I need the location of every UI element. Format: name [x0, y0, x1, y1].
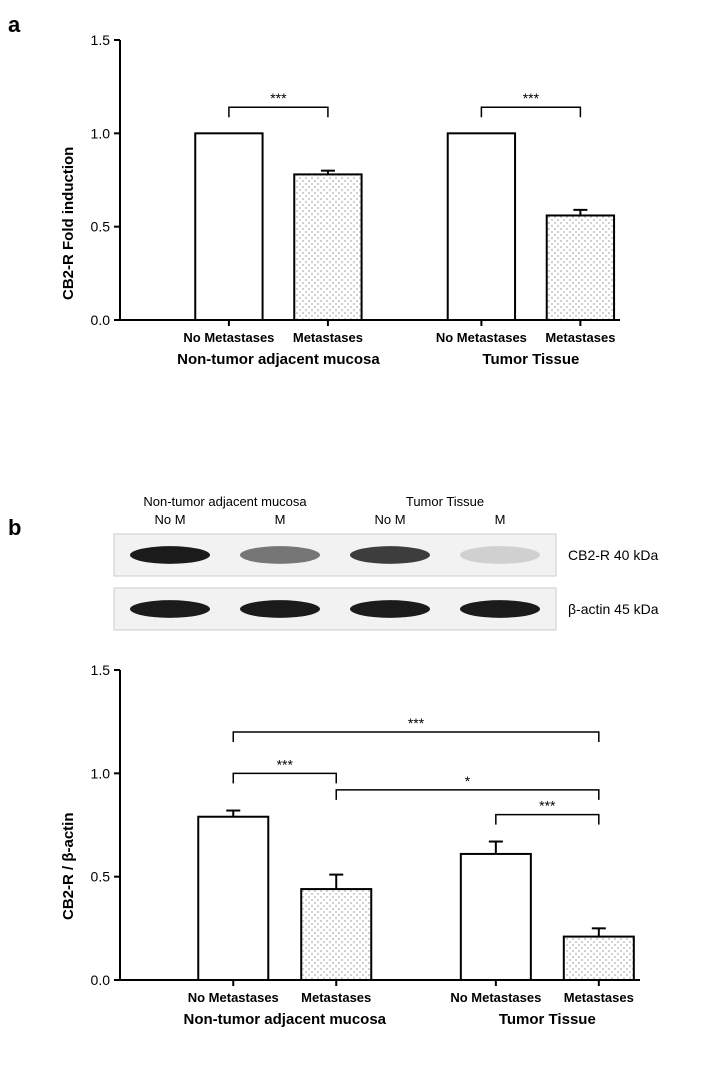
svg-text:1.5: 1.5 — [91, 662, 111, 678]
svg-text:No M: No M — [374, 512, 405, 527]
svg-text:No Metastases: No Metastases — [450, 990, 541, 1005]
panel-b-label: b — [8, 515, 21, 541]
svg-text:1.0: 1.0 — [91, 765, 111, 781]
svg-text:Non-tumor adjacent mucosa: Non-tumor adjacent mucosa — [183, 1011, 386, 1028]
svg-text:CB2-R 40 kDa: CB2-R 40 kDa — [568, 547, 658, 563]
svg-text:Metastases: Metastases — [545, 330, 615, 345]
svg-text:1.5: 1.5 — [91, 32, 111, 48]
svg-text:***: *** — [277, 756, 294, 772]
panel-a-label: a — [8, 12, 20, 38]
svg-text:0.0: 0.0 — [91, 312, 111, 328]
svg-text:Metastases: Metastases — [293, 330, 363, 345]
svg-text:β-actin 45 kDa: β-actin 45 kDa — [568, 601, 659, 617]
panel-a-chart: 0.0 0.5 1.0 1.5 No Metastases Metastases No Me… — [70, 20, 690, 400]
svg-text:0.0: 0.0 — [91, 972, 111, 988]
svg-text:1.0: 1.0 — [91, 125, 111, 141]
svg-text:No Metastases: No Metastases — [436, 330, 527, 345]
svg-text:Non-tumor adjacent mucosa: Non-tumor adjacent mucosa — [177, 351, 380, 368]
svg-text:M: M — [275, 512, 286, 527]
svg-text:***: *** — [523, 90, 540, 106]
svg-text:0.5: 0.5 — [91, 219, 111, 235]
svg-text:0.5: 0.5 — [91, 869, 111, 885]
svg-text:***: *** — [539, 798, 556, 814]
svg-text:No Metastases: No Metastases — [188, 990, 279, 1005]
svg-text:Tumor Tissue: Tumor Tissue — [499, 1011, 596, 1028]
svg-text:No M: No M — [154, 512, 185, 527]
svg-text:M: M — [495, 512, 506, 527]
svg-text:***: *** — [408, 715, 425, 731]
panel-b-chart: 0.0 0.5 1.0 1.5 No Metastases Metastases No Me… — [70, 640, 690, 1060]
svg-text:*: * — [465, 773, 471, 789]
western-blot: Non-tumor adjacent mucosaTumor TissueNo … — [90, 490, 690, 650]
svg-text:Metastases: Metastases — [564, 990, 634, 1005]
svg-text:Tumor Tissue: Tumor Tissue — [406, 494, 484, 509]
svg-text:Metastases: Metastases — [301, 990, 371, 1005]
svg-text:No Metastases: No Metastases — [183, 330, 274, 345]
svg-text:Non-tumor adjacent mucosa: Non-tumor adjacent mucosa — [143, 494, 307, 509]
svg-text:Tumor Tissue: Tumor Tissue — [482, 351, 579, 368]
svg-text:***: *** — [270, 90, 287, 106]
